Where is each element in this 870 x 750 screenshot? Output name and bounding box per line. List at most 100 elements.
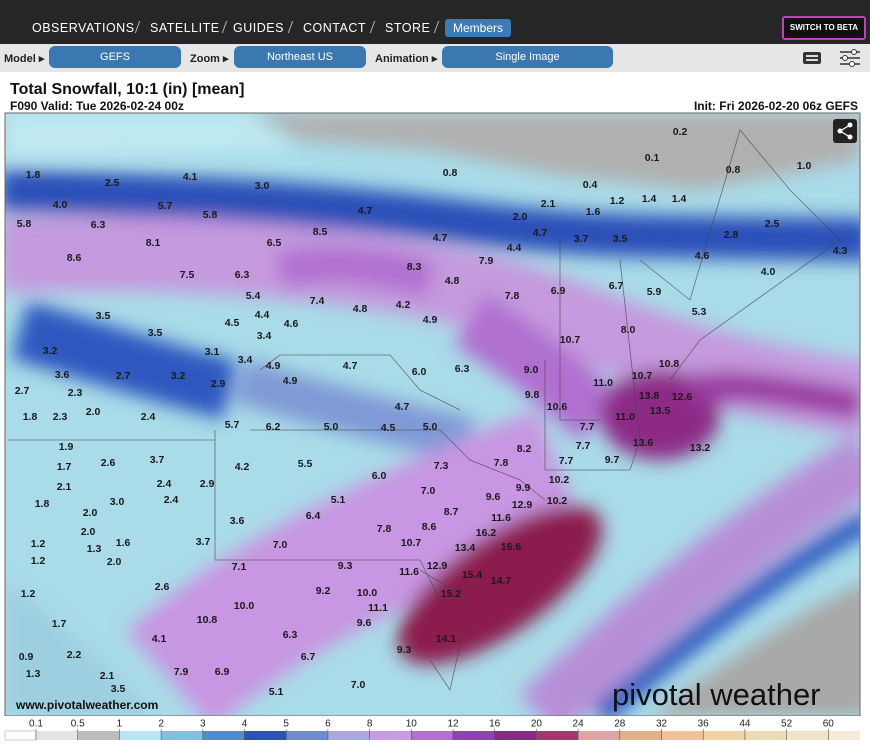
snowfall-value: 1.4 <box>672 193 687 205</box>
snowfall-value: 2.3 <box>68 387 83 399</box>
snowfall-value: 1.9 <box>59 441 74 453</box>
zoom-select[interactable]: Northeast US <box>234 46 366 68</box>
snowfall-value: 11.0 <box>615 411 635 423</box>
members-button[interactable]: Members <box>445 19 512 37</box>
snowfall-value: 1.2 <box>21 588 36 600</box>
snowfall-value: 4.1 <box>152 633 167 645</box>
colorbar-label: 16 <box>489 719 501 730</box>
snowfall-value: 1.7 <box>52 618 67 630</box>
init-time: Init: Fri 2026-02-20 06z GEFS <box>693 99 858 113</box>
snowfall-value: 4.9 <box>283 375 298 387</box>
snowfall-value: 7.8 <box>377 523 392 535</box>
nav-link[interactable]: GUIDES <box>233 21 284 35</box>
snowfall-value: 4.9 <box>423 314 438 326</box>
snowfall-value: 2.7 <box>116 370 131 382</box>
snowfall-value: 0.9 <box>19 651 34 663</box>
colorbar-swatch <box>411 731 453 740</box>
snowfall-value: 3.7 <box>150 454 165 466</box>
animation-select[interactable]: Single Image <box>442 46 613 68</box>
beta-button[interactable]: SWITCH TO BETA <box>782 16 866 40</box>
snowfall-value: 4.7 <box>533 227 548 239</box>
snowfall-value: 3.2 <box>43 345 58 357</box>
colorbar-swatch <box>494 731 537 740</box>
colorbar-label: 36 <box>698 719 710 730</box>
snowfall-value: 3.4 <box>257 330 272 342</box>
snowfall-value: 2.1 <box>57 481 72 493</box>
snowfall-value: 2.1 <box>541 198 556 210</box>
model-select[interactable]: GEFS <box>49 46 181 68</box>
snowfall-value: 1.3 <box>26 668 41 680</box>
snowfall-value: 2.6 <box>155 581 170 593</box>
snowfall-value: 5.1 <box>269 686 284 698</box>
snowfall-value: 4.0 <box>53 199 68 211</box>
snowfall-value: 5.9 <box>647 286 662 298</box>
snowfall-value: 5.7 <box>225 419 240 431</box>
snowfall-value: 4.7 <box>395 401 410 413</box>
snowfall-value: 2.3 <box>53 411 68 423</box>
colorbar-label: 2 <box>158 719 164 730</box>
snowfall-value: 13.6 <box>633 437 654 449</box>
snowfall-value: 4.0 <box>761 266 776 278</box>
colorbar-label: 1 <box>117 719 123 730</box>
colorbar-start <box>4 730 37 741</box>
colorbar-swatch <box>578 731 620 740</box>
snowfall-value: 1.6 <box>586 206 601 218</box>
snowfall-value: 2.0 <box>86 406 101 418</box>
snowfall-value: 12.6 <box>672 391 693 403</box>
snowfall-value: 1.0 <box>797 160 812 172</box>
colorbar-label: 6 <box>325 719 331 730</box>
nav-link[interactable]: STORE <box>385 21 431 35</box>
colorbar-label: 0.1 <box>29 719 43 730</box>
snowfall-value: 3.5 <box>613 233 628 245</box>
toolbar-icons[interactable] <box>800 48 862 68</box>
snowfall-value: 12.9 <box>427 560 448 572</box>
snowfall-value: 9.6 <box>486 491 501 503</box>
map-title: Total Snowfall, 10:1 (in) [mean] <box>10 81 245 98</box>
snowfall-value: 13.8 <box>639 390 660 402</box>
snowfall-value: 3.1 <box>205 346 220 358</box>
snowfall-field <box>5 113 860 716</box>
snowfall-value: 3.5 <box>111 683 126 695</box>
snowfall-value: 1.7 <box>57 461 72 473</box>
nav-link[interactable]: SATELLITE <box>150 21 220 35</box>
snowfall-value: 10.8 <box>197 614 218 626</box>
share-button[interactable] <box>833 119 857 143</box>
colorbar-swatch <box>453 731 495 740</box>
snowfall-value: 3.2 <box>171 370 186 382</box>
snowfall-value: 7.5 <box>180 269 195 281</box>
snowfall-value: 7.0 <box>273 539 288 551</box>
snowfall-value: 9.9 <box>516 482 531 494</box>
snowfall-value: 4.9 <box>266 360 281 372</box>
snowfall-value: 5.7 <box>158 200 173 212</box>
snowfall-value: 13.2 <box>690 442 711 454</box>
snowfall-value: 11.6 <box>399 566 419 578</box>
snowfall-value: 1.8 <box>26 169 41 181</box>
nav-link[interactable]: OBSERVATIONS <box>32 21 135 35</box>
snowfall-value: 14.7 <box>491 575 512 587</box>
snowfall-value: 5.8 <box>203 209 218 221</box>
colorbar-label: 32 <box>656 719 668 730</box>
snowfall-value: 7.8 <box>494 457 509 469</box>
snowfall-value: 7.4 <box>310 295 325 307</box>
colorbar-swatch <box>119 731 162 740</box>
colorbar-label: 10 <box>406 719 418 730</box>
colorbar-swatch <box>202 731 245 740</box>
snowfall-value: 2.2 <box>67 649 82 661</box>
nav-link[interactable]: CONTACT <box>303 21 366 35</box>
snowfall-value: 2.5 <box>765 218 780 230</box>
colorbar-swatch <box>244 731 287 740</box>
snowfall-value: 4.4 <box>507 242 522 254</box>
snowfall-value: 0.8 <box>443 167 458 179</box>
snowfall-value: 6.2 <box>266 421 281 433</box>
snowfall-value: 3.0 <box>110 496 125 508</box>
colorbar-swatch <box>619 731 662 740</box>
snowfall-value: 6.3 <box>91 219 106 231</box>
snowfall-value: 9.8 <box>525 389 540 401</box>
colorbar-label: 44 <box>739 719 751 730</box>
snowfall-value: 2.1 <box>100 670 115 682</box>
snowfall-value: 8.3 <box>407 261 422 273</box>
snowfall-value: 9.0 <box>524 364 539 376</box>
snowfall-value: 4.7 <box>433 232 448 244</box>
snowfall-value: 8.5 <box>313 226 328 238</box>
